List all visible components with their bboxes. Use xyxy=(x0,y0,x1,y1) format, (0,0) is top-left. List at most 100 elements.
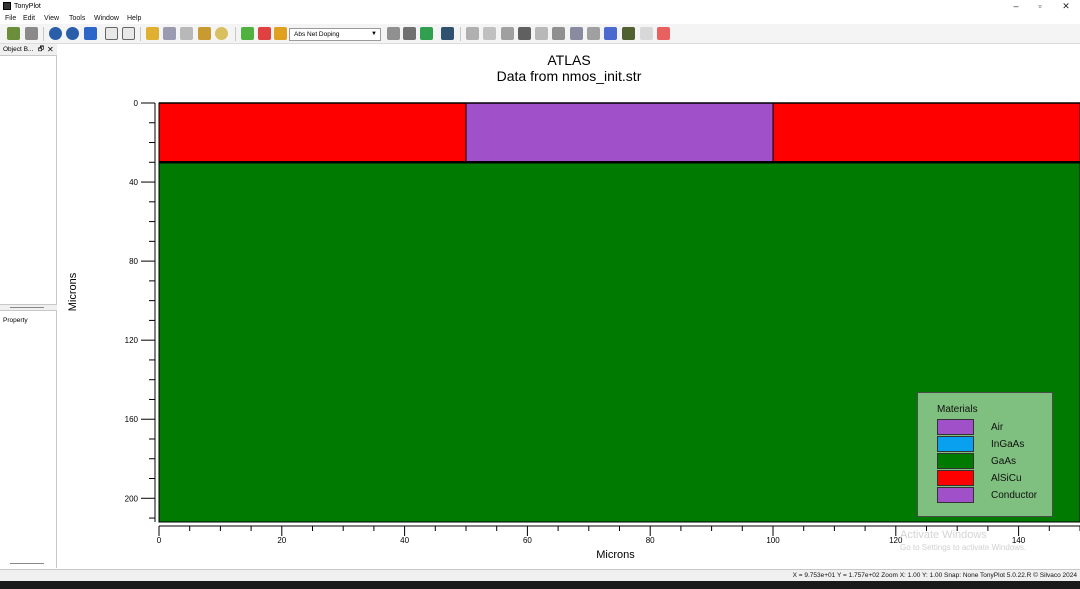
y-tick-label: 80 xyxy=(129,257,138,266)
x-tick-label: 80 xyxy=(646,536,655,545)
region-conductor xyxy=(465,102,774,163)
close-button[interactable]: ✕ xyxy=(1062,1,1070,11)
legend-label: AlSiCu xyxy=(991,473,1022,484)
save-icon[interactable] xyxy=(25,27,38,40)
toolbar-separator xyxy=(235,27,236,41)
line-icon[interactable] xyxy=(535,27,548,40)
menu-help[interactable]: Help xyxy=(127,15,142,22)
mesh-icon-3[interactable] xyxy=(180,27,193,40)
legend-swatch xyxy=(937,487,974,503)
property-panel: Property xyxy=(0,311,57,568)
object-browser-title: Object B... xyxy=(3,46,34,53)
x-tick-label: 140 xyxy=(1012,536,1026,545)
status-text: X = 9.753e+01 Y = 1.757e+02 Zoom X: 1.00… xyxy=(792,572,1077,579)
chevron-down-icon: ▼ xyxy=(371,31,377,37)
x-tick-label: 0 xyxy=(157,536,162,545)
panel-splitter[interactable] xyxy=(0,304,57,311)
minimize-button[interactable]: – xyxy=(1013,1,1019,11)
legend-swatch xyxy=(937,453,974,469)
toolbar-separator xyxy=(43,27,44,41)
menu-window[interactable]: Window xyxy=(94,15,119,22)
zoom-prev-icon[interactable] xyxy=(105,27,118,40)
undock-icon[interactable]: 🗗 xyxy=(38,46,45,53)
y-tick-label: 200 xyxy=(125,494,139,503)
toolbar-separator xyxy=(140,27,141,41)
y-tick-label: 160 xyxy=(125,415,139,424)
probe-icon[interactable] xyxy=(483,27,496,40)
open-icon[interactable] xyxy=(7,27,20,40)
object-browser-header: Object B... 🗗 ✕ xyxy=(0,44,57,56)
legend-icon[interactable] xyxy=(657,27,670,40)
menu-tools[interactable]: Tools xyxy=(69,15,86,22)
ruler-icon[interactable] xyxy=(518,27,531,40)
material-icon-3[interactable] xyxy=(274,27,287,40)
menu-file[interactable]: File xyxy=(5,15,17,22)
edit-icon[interactable] xyxy=(640,27,653,40)
flag-icon[interactable] xyxy=(552,27,565,40)
scissors-icon[interactable] xyxy=(501,27,514,40)
mesh-icon-4[interactable] xyxy=(198,27,211,40)
y-tick-label: 0 xyxy=(134,99,139,108)
legend-label: GaAs xyxy=(991,456,1017,467)
region-alsicu xyxy=(772,102,1080,163)
tag-icon[interactable] xyxy=(604,27,617,40)
material-icon-2[interactable] xyxy=(258,27,271,40)
mesh-grid-icon[interactable] xyxy=(570,27,583,40)
toolbar: Abs Net Doping ▼ xyxy=(0,24,1080,44)
legend-label: Air xyxy=(991,422,1004,433)
display-icon[interactable] xyxy=(441,27,454,40)
quantity-select-value: Abs Net Doping xyxy=(294,31,340,38)
menu-bar: File Edit View Tools Window Help xyxy=(0,13,1080,24)
tools-icon-1[interactable] xyxy=(387,27,400,40)
activation-watermark-title: Activate Windows xyxy=(900,529,987,541)
taskbar-strip xyxy=(0,581,1080,589)
app-logo-icon xyxy=(3,2,11,10)
cut-icon[interactable] xyxy=(466,27,479,40)
film-icon[interactable] xyxy=(622,27,635,40)
zoom-out-icon[interactable] xyxy=(66,27,79,40)
toolbar-separator xyxy=(460,27,461,41)
maximize-button[interactable]: ▫ xyxy=(1038,1,1042,11)
legend-item: GaAs xyxy=(937,453,1049,470)
mesh-icon-5[interactable] xyxy=(215,27,228,40)
zoom-in-icon[interactable] xyxy=(49,27,62,40)
plot-subtitle: Data from nmos_init.str xyxy=(496,68,642,84)
y-axis-label: Microns xyxy=(67,272,79,311)
legend-label: InGaAs xyxy=(991,439,1025,450)
x-tick-label: 60 xyxy=(523,536,532,545)
legend-item: InGaAs xyxy=(937,436,1049,453)
mesh-icon-2[interactable] xyxy=(163,27,176,40)
legend-item: AlSiCu xyxy=(937,470,1049,487)
legend-swatch xyxy=(937,419,974,435)
title-bar: TonyPlot – ▫ ✕ xyxy=(0,0,1080,13)
legend-label: Conductor xyxy=(991,490,1038,501)
close-icon[interactable]: ✕ xyxy=(47,45,54,54)
object-browser-panel xyxy=(0,56,57,304)
materials-legend[interactable]: Materials Air InGaAs GaAs AlSiCu Conduct… xyxy=(917,392,1053,517)
zoom-next-icon[interactable] xyxy=(122,27,135,40)
menu-view[interactable]: View xyxy=(44,15,60,22)
zoom-fit-icon[interactable] xyxy=(84,27,97,40)
menu-edit[interactable]: Edit xyxy=(23,15,36,22)
activation-watermark-subtitle: Go to Settings to activate Windows. xyxy=(900,543,1027,552)
status-bar: X = 9.753e+01 Y = 1.757e+02 Zoom X: 1.00… xyxy=(0,569,1080,581)
quantity-select[interactable]: Abs Net Doping ▼ xyxy=(289,28,381,41)
x-axis-label: Microns xyxy=(596,549,635,561)
legend-item: Air xyxy=(937,419,1049,436)
y-tick-label: 120 xyxy=(125,336,139,345)
mesh-icon-1[interactable] xyxy=(146,27,159,40)
legend-item: Conductor xyxy=(937,487,1049,504)
plot-title: ATLAS xyxy=(547,52,591,68)
legend-swatch xyxy=(937,470,974,486)
splitter-grip[interactable] xyxy=(10,307,44,308)
splitter-grip[interactable] xyxy=(10,563,44,564)
window-title: TonyPlot xyxy=(14,3,41,10)
property-title: Property xyxy=(3,317,28,324)
x-tick-label: 40 xyxy=(400,536,409,545)
tools-icon-2[interactable] xyxy=(403,27,416,40)
region-alsicu xyxy=(158,102,467,163)
material-icon-1[interactable] xyxy=(241,27,254,40)
annotate-icon[interactable] xyxy=(587,27,600,40)
x-tick-label: 20 xyxy=(277,536,286,545)
tools-icon-3[interactable] xyxy=(420,27,433,40)
